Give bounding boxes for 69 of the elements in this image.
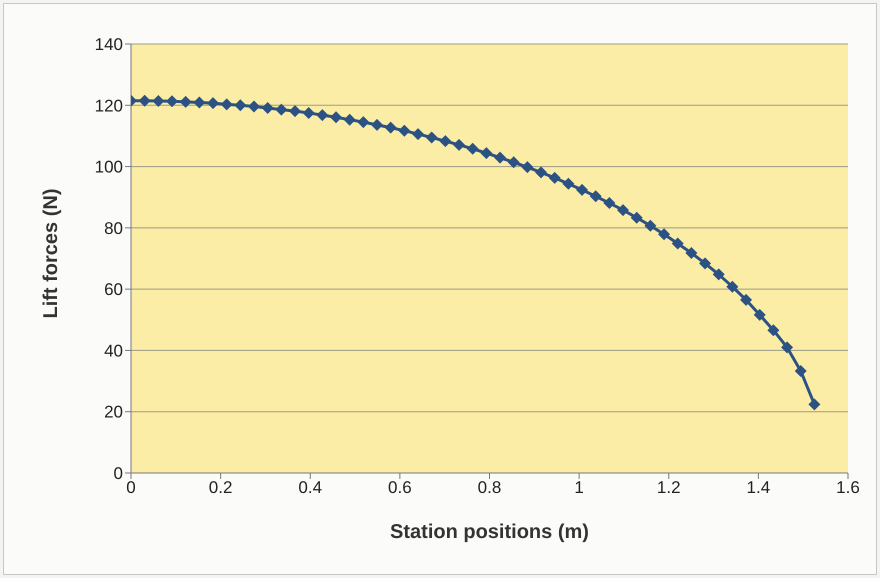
point: [180, 96, 192, 108]
x-tick-label: 1.2: [656, 478, 681, 498]
point: [808, 398, 820, 410]
point: [344, 114, 356, 126]
point: [289, 105, 302, 118]
x-tick-label: 0.2: [208, 478, 232, 498]
point: [630, 212, 643, 224]
x-tick-label: 0.8: [478, 478, 502, 498]
point: [562, 178, 574, 190]
x-tick-label: 1: [574, 478, 584, 498]
y-axis-title: Lift forces (N): [40, 188, 62, 318]
point: [398, 124, 410, 137]
x-tick-label: 1.6: [836, 478, 860, 498]
y-tick-label: 20: [104, 402, 123, 422]
point: [439, 135, 452, 148]
y-tick-label: 0: [114, 464, 123, 484]
point: [480, 147, 492, 160]
point: [672, 237, 684, 250]
point: [193, 96, 206, 109]
y-tick-label: 120: [94, 96, 123, 116]
y-tick-label: 40: [104, 341, 123, 360]
point: [767, 324, 780, 336]
point: [166, 95, 178, 108]
point: [576, 184, 588, 196]
point: [603, 197, 616, 210]
point: [658, 228, 670, 240]
point: [207, 97, 220, 110]
y-tick-label: 60: [104, 280, 123, 300]
point: [412, 128, 424, 140]
point: [521, 161, 534, 174]
point: [262, 102, 274, 114]
point: [740, 294, 752, 306]
point: [699, 257, 712, 270]
point: [220, 98, 233, 110]
point: [316, 109, 328, 122]
point: [330, 111, 342, 124]
x-tick-label: 0: [126, 478, 136, 498]
x-tick-label: 0.4: [298, 478, 322, 498]
point: [644, 220, 656, 232]
point: [494, 152, 506, 164]
y-tick-label: 100: [94, 158, 123, 177]
point: [617, 204, 630, 216]
point: [754, 308, 766, 321]
point: [138, 94, 151, 107]
point: [302, 106, 315, 119]
point: [712, 268, 725, 280]
point: [152, 94, 164, 107]
point: [453, 138, 466, 151]
point: [794, 364, 807, 377]
point: [248, 100, 260, 113]
point: [357, 116, 370, 128]
point: [535, 166, 548, 178]
y-tick-label: 140: [94, 35, 123, 54]
point: [371, 118, 384, 131]
y-tick-label: 80: [104, 218, 123, 238]
point: [590, 190, 602, 202]
point: [508, 156, 520, 168]
point: [384, 122, 397, 134]
point: [234, 99, 246, 112]
x-axis-title: Station positions (m): [390, 521, 589, 543]
point: [548, 172, 561, 184]
point: [781, 341, 794, 354]
point: [426, 131, 438, 144]
point: [726, 280, 738, 293]
point: [466, 142, 479, 155]
point: [275, 104, 288, 116]
point: [685, 246, 698, 259]
x-tick-label: 1.4: [746, 478, 770, 498]
x-tick-label: 0.6: [388, 478, 412, 498]
